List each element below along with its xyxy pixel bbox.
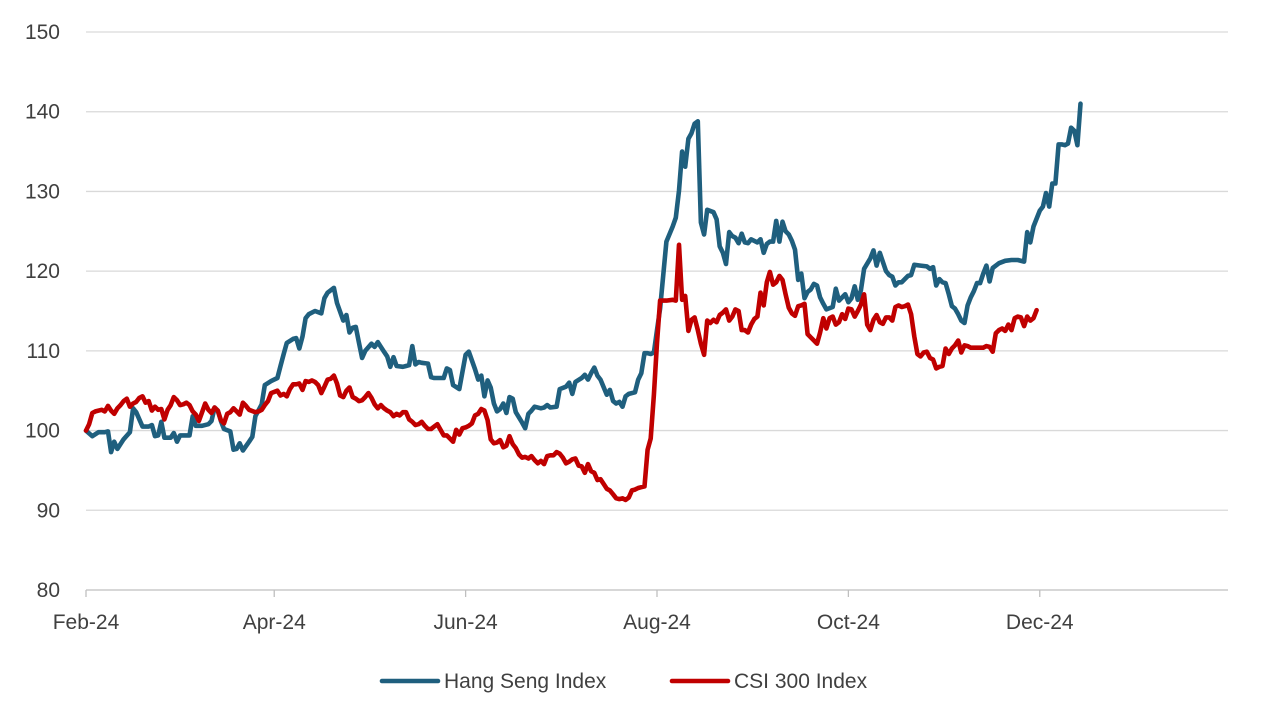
- series-lines: [83, 101, 1083, 503]
- y-tick-label: 80: [37, 579, 60, 602]
- x-tick-label: Feb-24: [53, 611, 120, 634]
- y-tick-label: 140: [25, 101, 60, 124]
- series-line-csi-300: [83, 242, 1039, 503]
- x-axis: Feb-24 Apr-24 Jun-24 Aug-24 Oct-24 Dec-24: [53, 589, 1228, 634]
- x-tick-label: Apr-24: [243, 611, 306, 634]
- y-tick-label: 90: [37, 499, 60, 522]
- y-tick-label: 150: [25, 21, 60, 44]
- legend-label: Hang Seng Index: [444, 670, 607, 693]
- y-tick-label: 100: [25, 420, 60, 443]
- legend-label: CSI 300 Index: [734, 670, 868, 693]
- x-tick-label: Oct-24: [817, 611, 880, 634]
- x-tick-label: Jun-24: [434, 611, 499, 634]
- series-line-hang-seng: [83, 101, 1083, 455]
- legend-item-csi-300: CSI 300 Index: [669, 670, 868, 693]
- y-tick-label: 130: [25, 180, 60, 203]
- y-tick-label: 110: [27, 340, 60, 363]
- y-tick-label: 120: [25, 260, 60, 283]
- gridlines: [86, 31, 1228, 511]
- legend-item-hang-seng: Hang Seng Index: [379, 670, 607, 693]
- legend: Hang Seng Index CSI 300 Index: [379, 670, 868, 693]
- y-axis-tick-labels: 80 90 100 110 120 130 140 150: [25, 21, 60, 602]
- x-tick-label: Dec-24: [1006, 611, 1074, 634]
- x-tick-label: Aug-24: [623, 611, 691, 634]
